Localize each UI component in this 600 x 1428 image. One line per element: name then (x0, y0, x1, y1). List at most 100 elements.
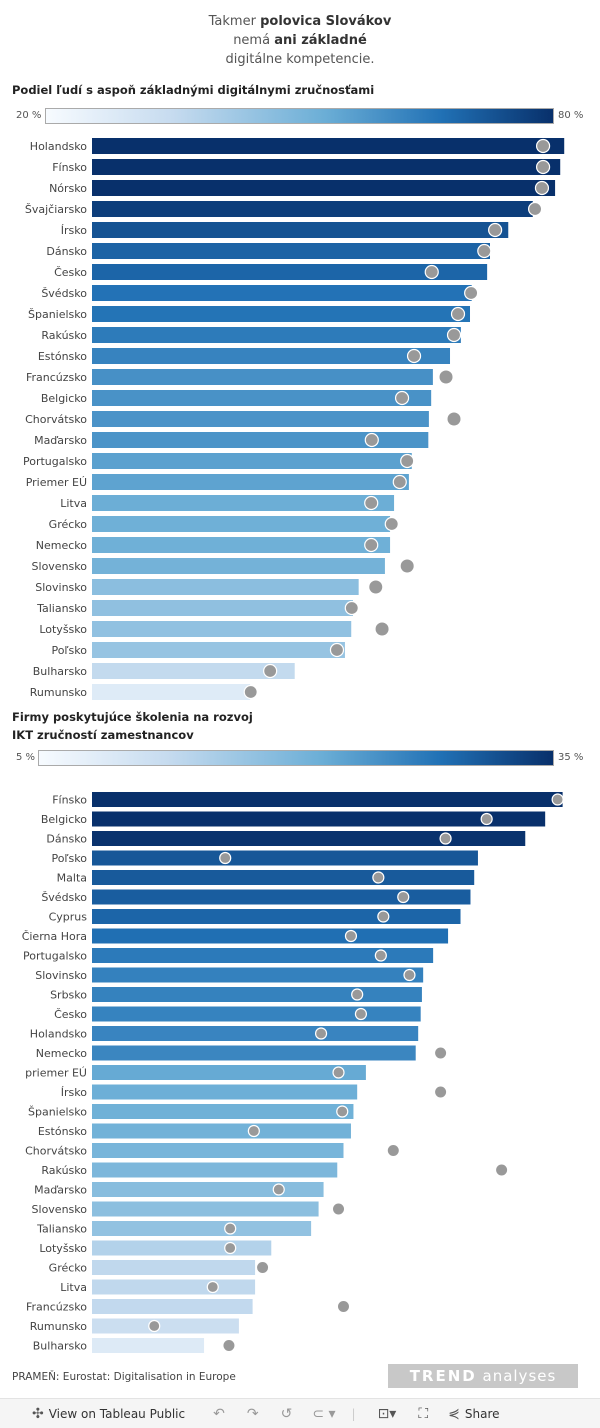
comparison-dot[interactable] (439, 370, 453, 384)
bar[interactable] (92, 1065, 366, 1080)
comparison-dot[interactable] (450, 306, 466, 322)
bar[interactable] (92, 621, 352, 637)
bar[interactable] (92, 516, 391, 532)
bar[interactable] (92, 180, 556, 196)
bar[interactable] (92, 495, 395, 511)
comparison-dot[interactable] (369, 580, 383, 594)
bar[interactable] (92, 558, 385, 574)
bar[interactable] (92, 1104, 354, 1119)
comparison-dot[interactable] (464, 285, 479, 301)
bar[interactable] (92, 600, 353, 616)
bar[interactable] (92, 327, 461, 343)
bar[interactable] (92, 811, 546, 827)
bar[interactable] (92, 928, 449, 944)
comparison-dot[interactable] (392, 474, 407, 490)
refresh-icon[interactable]: ⊂ ▾ (312, 1405, 336, 1422)
bar[interactable] (92, 432, 429, 448)
comparison-dot[interactable] (314, 1027, 328, 1040)
revert-icon[interactable]: ↺ (280, 1405, 293, 1422)
comparison-dot[interactable] (257, 1262, 269, 1273)
bar[interactable] (92, 1026, 419, 1041)
bar[interactable] (92, 1162, 338, 1178)
bar[interactable] (92, 411, 429, 427)
bar[interactable] (92, 1084, 358, 1100)
bar[interactable] (92, 1260, 256, 1275)
bar[interactable] (92, 1221, 312, 1236)
comparison-dot[interactable] (439, 832, 452, 845)
comparison-dot[interactable] (337, 1301, 349, 1312)
bar[interactable] (92, 684, 251, 700)
bar[interactable] (92, 831, 526, 846)
bar[interactable] (92, 1299, 253, 1314)
bar[interactable] (92, 642, 345, 658)
comparison-dot[interactable] (387, 1145, 399, 1156)
comparison-dot[interactable] (447, 412, 461, 426)
comparison-dot[interactable] (344, 929, 358, 943)
comparison-dot[interactable] (219, 851, 232, 865)
bar[interactable] (92, 1006, 421, 1022)
comparison-dot[interactable] (247, 1124, 260, 1138)
view-on-tableau-button[interactable]: ✣ View on Tableau Public (32, 1406, 185, 1422)
comparison-dot[interactable] (148, 1319, 161, 1333)
comparison-dot[interactable] (400, 453, 415, 469)
bar[interactable] (92, 987, 422, 1002)
bar[interactable] (92, 222, 509, 238)
bar[interactable] (92, 264, 488, 280)
comparison-dot[interactable] (224, 1222, 237, 1235)
bar[interactable] (92, 909, 461, 924)
bar[interactable] (92, 201, 533, 217)
comparison-dot[interactable] (477, 243, 492, 259)
bar[interactable] (92, 850, 478, 866)
undo-icon[interactable]: ↶ (213, 1405, 225, 1422)
comparison-dot[interactable] (224, 1241, 237, 1255)
comparison-dot[interactable] (351, 988, 364, 1001)
comparison-dot[interactable] (406, 348, 422, 364)
comparison-dot[interactable] (435, 1086, 447, 1098)
bar[interactable] (92, 1182, 324, 1197)
bar[interactable] (92, 1143, 344, 1158)
bar[interactable] (92, 1338, 205, 1353)
comparison-dot[interactable] (364, 537, 379, 553)
bar[interactable] (92, 348, 451, 364)
bar[interactable] (92, 1045, 416, 1061)
bar[interactable] (92, 663, 295, 679)
comparison-dot[interactable] (372, 871, 385, 884)
bar[interactable] (92, 474, 409, 490)
bar[interactable] (92, 1318, 239, 1334)
bar[interactable] (92, 243, 490, 259)
comparison-dot[interactable] (397, 890, 410, 904)
bar[interactable] (92, 1240, 272, 1256)
comparison-dot[interactable] (535, 138, 551, 154)
comparison-dot[interactable] (377, 910, 390, 923)
bar[interactable] (92, 138, 565, 154)
bar[interactable] (92, 369, 433, 385)
comparison-dot[interactable] (223, 1340, 235, 1351)
bar[interactable] (92, 1123, 351, 1139)
comparison-dot[interactable] (272, 1183, 285, 1196)
comparison-dot[interactable] (243, 684, 258, 700)
comparison-dot[interactable] (344, 600, 359, 616)
bar[interactable] (92, 889, 471, 905)
bar[interactable] (92, 870, 475, 885)
comparison-dot[interactable] (329, 642, 345, 658)
bar[interactable] (92, 579, 359, 595)
bar[interactable] (92, 390, 432, 406)
comparison-dot[interactable] (206, 1280, 219, 1294)
bar[interactable] (92, 453, 412, 469)
redo-icon[interactable]: ↷ (246, 1405, 259, 1422)
bar[interactable] (92, 159, 561, 175)
comparison-dot[interactable] (263, 663, 278, 679)
comparison-dot[interactable] (535, 159, 551, 175)
comparison-dot[interactable] (424, 264, 439, 280)
comparison-dot[interactable] (403, 968, 416, 982)
comparison-dot[interactable] (400, 559, 414, 573)
bar[interactable] (92, 1201, 319, 1217)
comparison-dot[interactable] (364, 495, 379, 511)
bar[interactable] (92, 967, 424, 983)
comparison-dot[interactable] (446, 327, 462, 343)
bar[interactable] (92, 306, 471, 322)
comparison-dot[interactable] (488, 222, 503, 238)
comparison-dot[interactable] (364, 432, 379, 448)
comparison-dot[interactable] (336, 1105, 349, 1118)
bar[interactable] (92, 792, 563, 807)
